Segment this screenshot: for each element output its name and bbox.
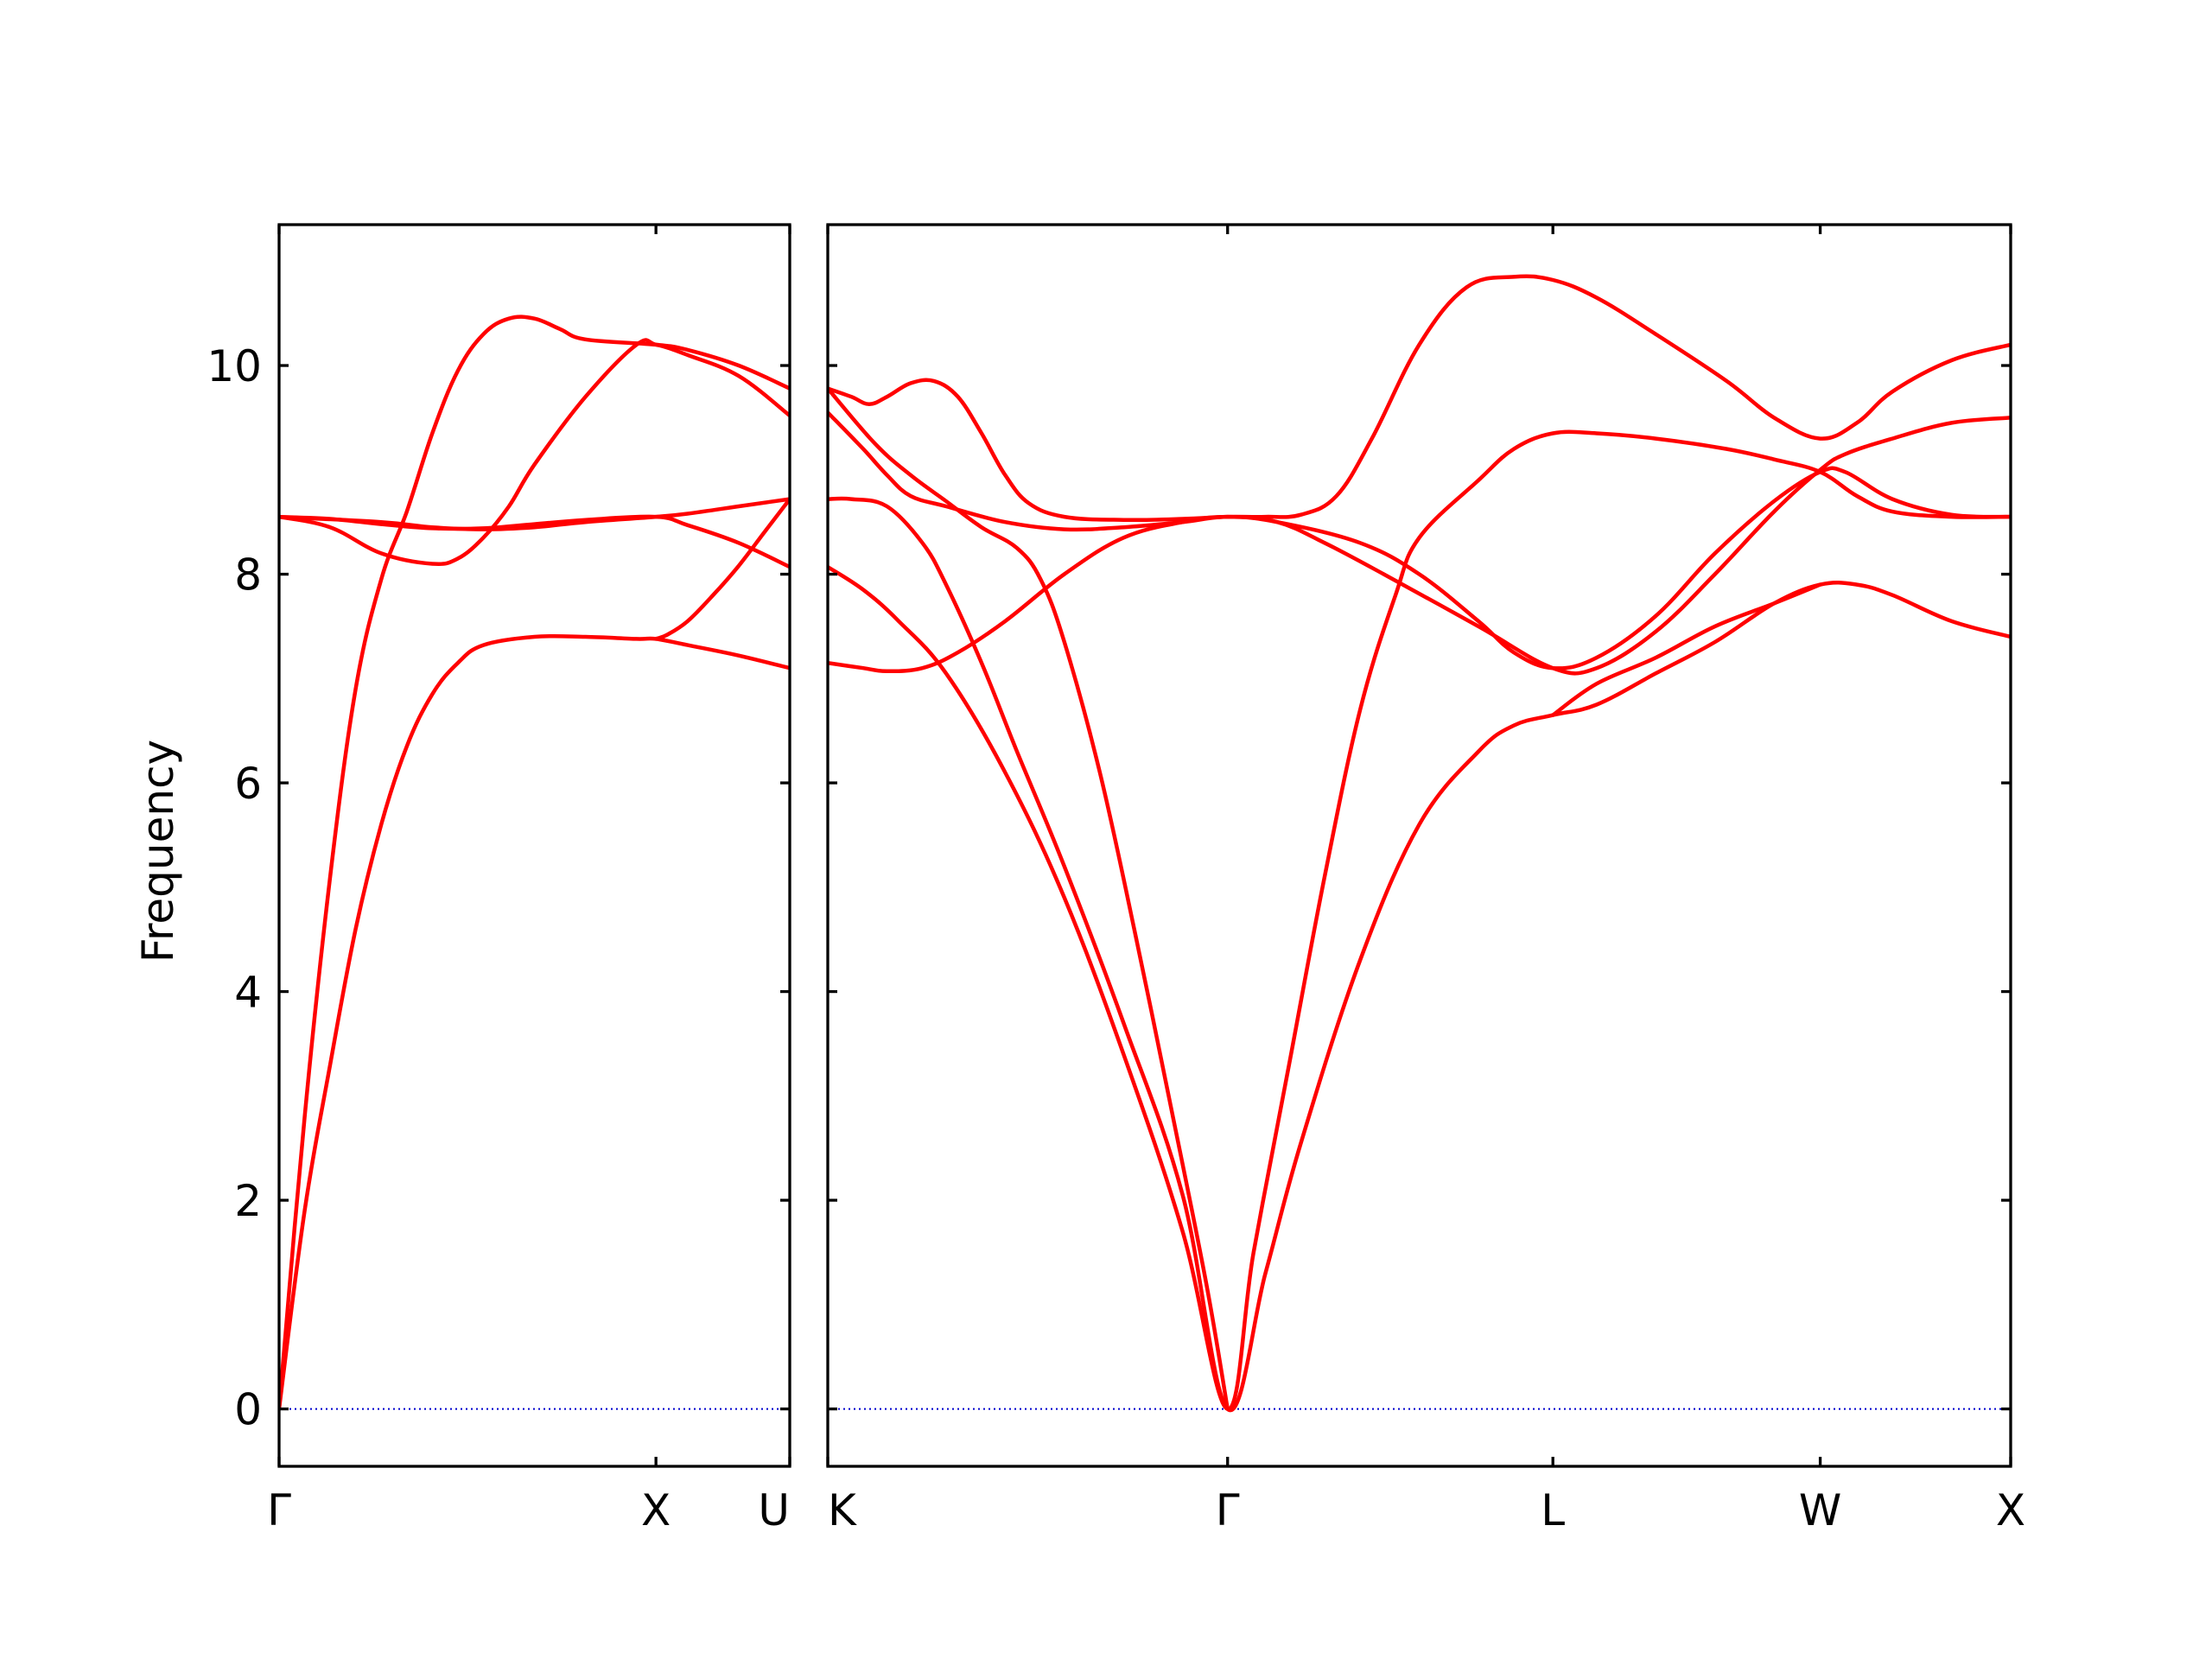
band-line-4	[828, 496, 2011, 1413]
x-tick-label: Γ	[267, 1485, 291, 1535]
y-tick-label: 6	[234, 759, 262, 809]
x-tick-label: U	[758, 1485, 790, 1535]
band-line-3	[279, 338, 790, 567]
y-tick-label: 10	[207, 341, 262, 391]
x-tick-label: L	[1541, 1485, 1565, 1535]
band-line-6	[653, 497, 790, 641]
axes-frame	[277, 223, 791, 1468]
x-tick-label: X	[1996, 1485, 2025, 1535]
band-line-6	[828, 386, 1230, 1411]
band-lines	[279, 315, 790, 1411]
x-tick-label: Γ	[1216, 1485, 1240, 1535]
band-line-2	[279, 315, 790, 1411]
band-line-1	[279, 633, 790, 1411]
y-tick-label: 8	[234, 550, 262, 601]
band-line-3	[828, 416, 2011, 676]
band-line-5	[828, 429, 2011, 1411]
band-line-7	[1550, 582, 1822, 717]
y-tick-label: 0	[234, 1385, 262, 1435]
y-tick-label: 2	[234, 1176, 262, 1226]
x-tick-label: X	[641, 1485, 671, 1535]
band-lines	[828, 274, 2011, 1413]
panel-gamma-x-u: 0 2 4 6 8 10 Γ X U	[207, 223, 791, 1535]
axes-frame	[826, 223, 2012, 1468]
band-line-5	[279, 497, 790, 531]
x-tick-label: K	[828, 1485, 857, 1535]
y-tick-label: 4	[234, 968, 262, 1018]
band-line-1	[828, 274, 2011, 523]
y-axis-label: Frequency	[133, 740, 183, 963]
chart-panels: 0 2 4 6 8 10 Γ X U K Γ L W X	[207, 223, 2025, 1535]
x-tick-label: W	[1799, 1485, 1841, 1535]
